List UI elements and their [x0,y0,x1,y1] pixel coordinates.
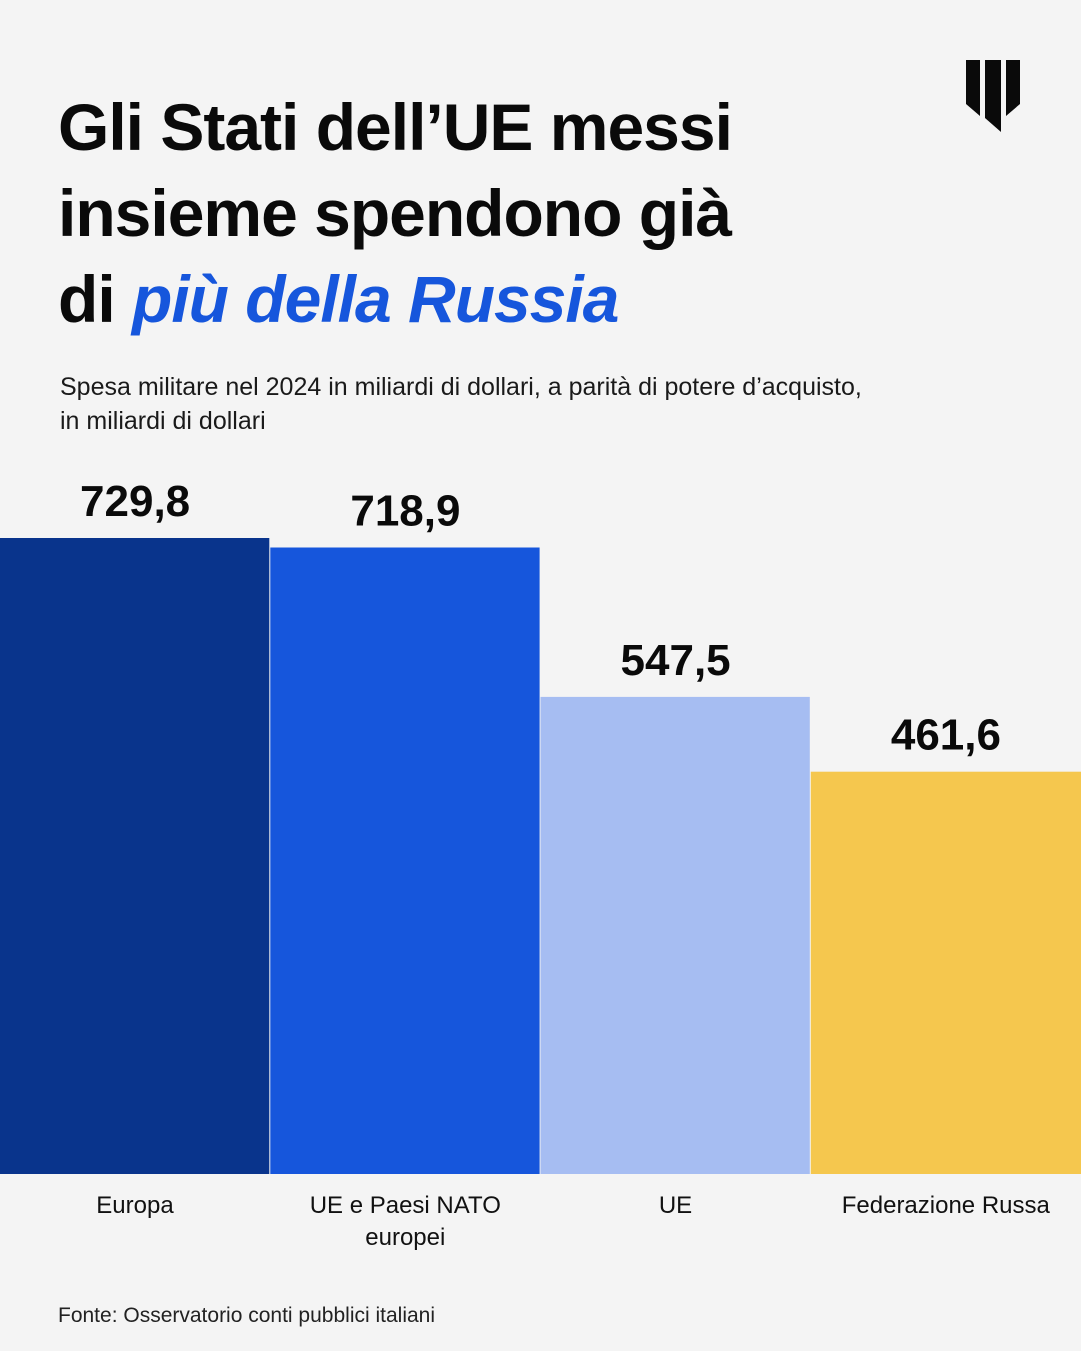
value-label-1: 729,8 [80,477,190,526]
category-label-3: UE [658,1192,693,1219]
publisher-logo-icon [966,60,1020,132]
title-line-1: Gli Stati dell’UE messi [58,90,733,164]
bar-3 [540,696,810,1174]
bar-4 [810,771,1081,1174]
bar-1 [0,538,270,1174]
value-label-4: 461,6 [891,711,1001,760]
bar-2 [270,547,540,1174]
chart-title: Gli Stati dell’UE messi insieme spendono… [58,84,938,342]
title-highlight: più della Russia [132,262,619,336]
category-label-2: UE e Paesi NATO europei [309,1192,501,1251]
subtitle-line-1: Spesa militare nel 2024 in miliardi di d… [60,373,862,401]
category-label-1: Europa [96,1192,174,1219]
value-label-2: 718,9 [350,487,460,536]
value-label-3: 547,5 [621,636,731,685]
bar-chart: 729,8 718,9 547,5 461,6 [0,477,1081,1174]
title-line-3-prefix: di [58,262,132,336]
title-line-2: insieme spendono già [58,176,732,250]
chart-subtitle: Spesa militare nel 2024 in miliardi di d… [60,370,1020,438]
source-note: Fonte: Osservatorio conti pubblici itali… [58,1304,436,1327]
subtitle-line-2: in miliardi di dollari [60,407,266,435]
category-label-4: Federazione Russa [841,1192,1050,1219]
